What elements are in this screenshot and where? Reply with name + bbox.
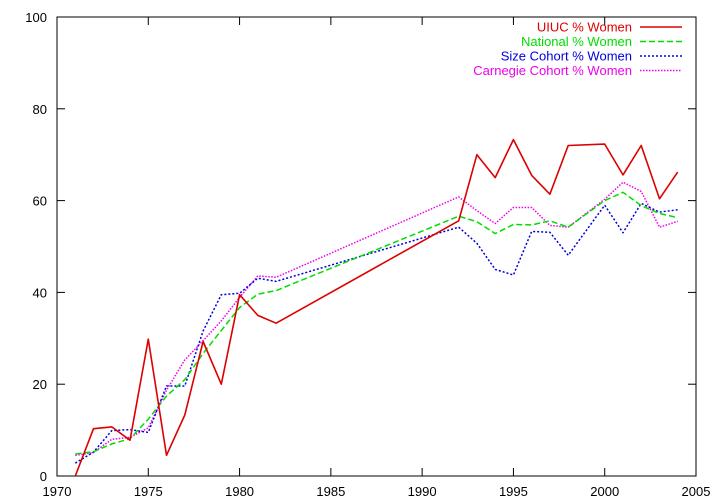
legend-label: National % Women xyxy=(521,34,632,49)
legend-label: Carnegie Cohort % Women xyxy=(473,63,632,78)
y-tick-label: 100 xyxy=(25,10,47,25)
legend-label: UIUC % Women xyxy=(537,20,632,35)
series-line-carnegie-cohort-women xyxy=(75,181,678,457)
y-tick-label: 60 xyxy=(33,194,47,209)
x-tick-label: 1970 xyxy=(43,484,72,499)
legend-label: Size Cohort % Women xyxy=(501,49,632,64)
x-tick-label: 2005 xyxy=(682,484,711,499)
axis-ticks: 1970 1975 1980 1985 1990 1995 2000 2005 0 20 40 60 8… xyxy=(25,10,710,499)
y-tick-label: 40 xyxy=(33,285,47,300)
x-tick-label: 1990 xyxy=(408,484,437,499)
series-line-uiuc-women xyxy=(74,138,679,477)
x-tick-label: 1995 xyxy=(499,484,528,499)
x-tick-label: 1980 xyxy=(225,484,254,499)
y-tick-label: 20 xyxy=(33,377,47,392)
y-tick-label: 80 xyxy=(33,102,47,117)
x-tick-label: 1975 xyxy=(134,484,163,499)
x-tick-label: 1985 xyxy=(316,484,345,499)
series-line-national-women xyxy=(75,191,678,455)
series-line-size-cohort-women xyxy=(74,202,678,464)
plot-frame xyxy=(56,16,697,477)
x-tick-label: 2000 xyxy=(590,484,619,499)
series-lines xyxy=(74,138,679,477)
y-tick-label: 0 xyxy=(40,469,47,484)
